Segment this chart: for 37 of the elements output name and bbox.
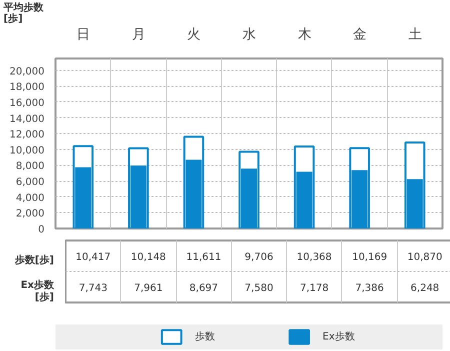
- x-tick-label: 水: [242, 28, 256, 42]
- y-tick-label: 12,000: [10, 130, 45, 141]
- data-label: 7,961: [134, 283, 163, 294]
- y-tick-label: 6,000: [16, 177, 45, 188]
- data-label: 11,611: [186, 252, 222, 263]
- y-tick-label: 20,000: [10, 66, 45, 78]
- y-tick-label: 14,000: [10, 114, 45, 125]
- data-label: 6,248: [410, 283, 440, 294]
- data-label: 10,169: [352, 252, 388, 263]
- text: 歩数[歩]: [14, 254, 54, 268]
- data-label: 9,706: [244, 252, 274, 263]
- data-label: 8,697: [189, 283, 218, 294]
- data-label: 7,178: [300, 283, 329, 294]
- legend-label: Ex歩数: [322, 330, 355, 342]
- y-tick-label: 10,000: [10, 145, 45, 156]
- y-axis-title: 平均歩数 [歩]: [2, 2, 44, 24]
- y-tick-label: 4,000: [16, 192, 45, 204]
- data-label: 7,580: [244, 283, 274, 294]
- x-tick-label: 木: [298, 28, 311, 42]
- data-label: 10,870: [407, 252, 442, 263]
- y-tick-label: 18,000: [10, 82, 45, 94]
- x-tick-label: 日: [76, 28, 90, 42]
- x-tick-label: 金: [353, 28, 366, 42]
- data-label: 10,368: [296, 252, 332, 263]
- legend-label: 歩数: [194, 330, 215, 342]
- y-tick-label: 2,000: [16, 208, 45, 220]
- data-label: 10,148: [130, 252, 166, 263]
- data-label: 7,743: [78, 283, 108, 294]
- x-tick-label: 火: [187, 28, 200, 42]
- x-tick-label: 月: [132, 28, 145, 42]
- data-label: 10,417: [76, 252, 111, 263]
- y-tick-label: 16,000: [10, 98, 45, 109]
- y-tick-label: 8,000: [16, 161, 45, 172]
- y-tick-label: 0: [38, 224, 45, 236]
- text: Ex歩数 [歩]: [20, 278, 54, 304]
- data-label: 7,386: [355, 283, 384, 294]
- x-tick-label: 土: [408, 28, 422, 42]
